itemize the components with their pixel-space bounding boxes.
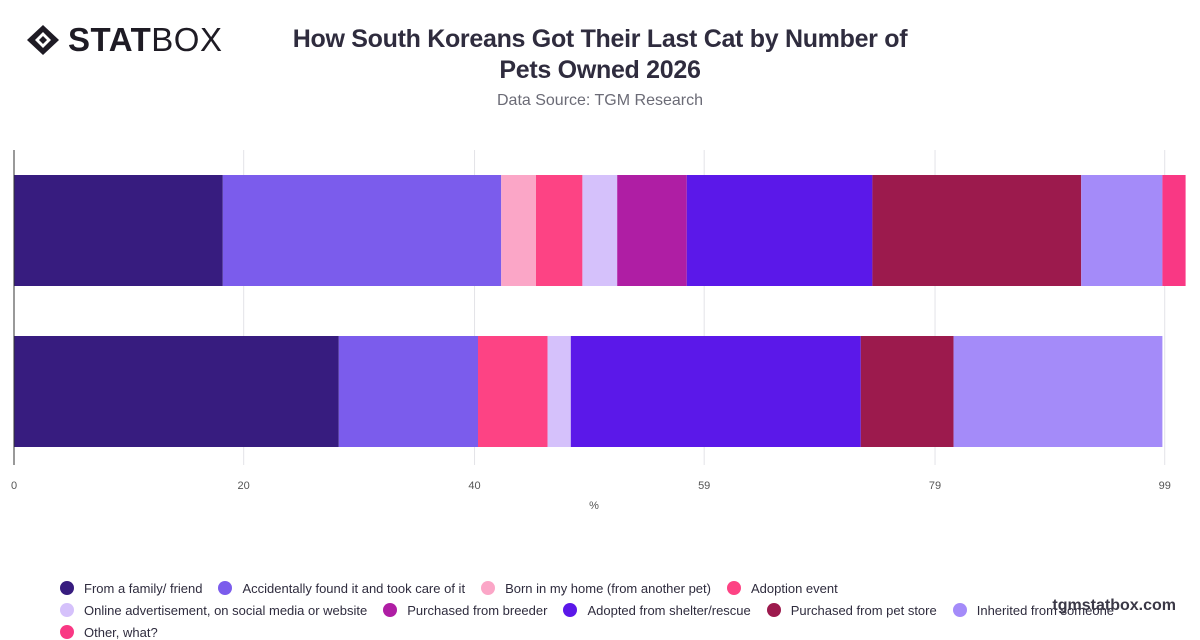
legend-item: Purchased from pet store <box>766 602 937 618</box>
legend-swatch <box>952 603 967 617</box>
legend-label: Purchased from pet store <box>790 602 937 618</box>
legend-swatch <box>60 625 74 639</box>
legend-item: Accidentally found it and took care of i… <box>218 580 465 596</box>
legend-label: Other, what? <box>84 624 158 640</box>
bar-segment <box>872 175 1082 286</box>
chart-title: How South Koreans Got Their Last Cat by … <box>292 25 908 84</box>
legend-swatch <box>60 603 74 617</box>
legend-item: Other, what? <box>60 624 158 640</box>
bar-segment <box>14 336 339 447</box>
legend-swatch <box>218 581 233 595</box>
bar-segment <box>1081 175 1163 286</box>
x-tick-label: 99 <box>1159 480 1171 492</box>
bar-segment <box>547 336 571 447</box>
legend-swatch <box>60 581 74 595</box>
bar-segment <box>338 336 478 447</box>
bar-segment <box>222 175 502 286</box>
x-axis-label: % <box>589 500 599 512</box>
legend-swatch <box>563 603 578 617</box>
bar-segment <box>953 336 1163 447</box>
chart-legend: From a family/ friend Accidentally found … <box>60 580 1150 640</box>
statbox-logo: STATBOX <box>26 21 223 58</box>
x-tick-label: 40 <box>468 480 480 492</box>
x-tick-label: 0 <box>11 480 17 492</box>
logo-text-bold: STAT <box>68 21 152 58</box>
legend-item: Adoption event <box>726 580 838 596</box>
bar-segment <box>617 175 687 286</box>
legend-label: Online advertisement, on social media or… <box>84 602 368 618</box>
x-tick-label: 20 <box>238 480 250 492</box>
legend-label: Adoption event <box>750 580 838 596</box>
bar-segment <box>570 336 861 447</box>
legend-swatch <box>766 603 781 617</box>
statbox-diamond-icon <box>27 25 59 55</box>
legend-label: Inherited from someone <box>976 602 1115 618</box>
bar-segment <box>582 175 618 286</box>
bar-segment <box>860 336 954 447</box>
bar-segment <box>686 175 873 286</box>
legend-item: From a family/ friend <box>60 580 202 596</box>
legend-swatch <box>726 581 741 595</box>
legend-item: Inherited from someone <box>952 602 1115 618</box>
legend-label: Accidentally found it and took care of i… <box>242 580 466 596</box>
stacked-bar-chart: 0 20 40 59 79 99% <box>11 150 1186 512</box>
x-tick-label: 79 <box>929 480 941 492</box>
legend-label: Adopted from shelter/rescue <box>587 602 751 618</box>
logo-text-light: BOX <box>151 21 223 58</box>
bar-segment <box>1162 175 1186 286</box>
legend-item: Purchased from breeder <box>383 602 547 618</box>
chart-subtitle: Data Source: TGM Research <box>496 92 703 109</box>
legend-item: Born in my home (from another pet) <box>481 580 711 596</box>
legend-label: From a family/ friend <box>84 580 203 596</box>
x-tick-label: 59 <box>698 480 710 492</box>
bar-segment <box>14 175 223 286</box>
bar-segment <box>536 175 583 286</box>
legend-item: Online advertisement, on social media or… <box>60 602 367 618</box>
bar-segment <box>501 175 536 286</box>
bar-segment <box>478 336 548 447</box>
legend-label: Born in my home (from another pet) <box>505 580 711 596</box>
legend-item: Adopted from shelter/rescue <box>563 602 751 618</box>
legend-label: Purchased from breeder <box>407 602 548 618</box>
watermark: tgmstatbox.com <box>1052 597 1176 614</box>
legend-swatch <box>383 603 398 617</box>
legend-swatch <box>481 581 496 595</box>
